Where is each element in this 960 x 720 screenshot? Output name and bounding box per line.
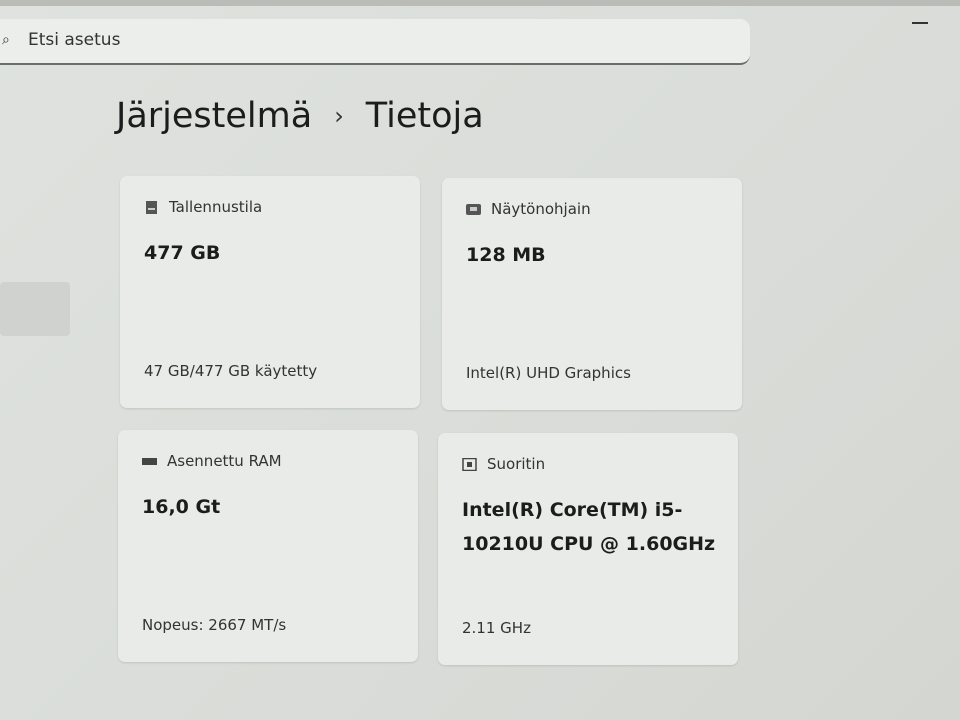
page-title: Tietoja (365, 96, 484, 136)
card-title: Suoritin (487, 455, 546, 473)
card-value: 477 GB (144, 242, 221, 264)
search-icon: ⌕ (2, 32, 10, 48)
search-placeholder: Etsi asetus (28, 30, 121, 50)
breadcrumb-parent[interactable]: Järjestelmä (116, 96, 313, 136)
card-detail: Intel(R) UHD Graphics (466, 364, 631, 382)
ram-card: Asennettu RAM 16,0 Gt Nopeus: 2667 MT/s (118, 430, 418, 662)
processor-icon (462, 457, 477, 471)
ram-icon (142, 457, 157, 465)
search-box[interactable]: ⌕ Etsi asetus (0, 19, 750, 65)
card-value: Intel(R) Core(TM) i5-10210U CPU @ 1.60GH… (462, 499, 716, 555)
card-title: Asennettu RAM (167, 452, 282, 470)
sidebar-selected-item[interactable] (0, 282, 70, 336)
card-title: Näytönohjain (491, 200, 591, 218)
card-value: 16,0 Gt (142, 496, 221, 518)
display-adapter-card: Näytönohjain 128 MB Intel(R) UHD Graphic… (442, 178, 742, 410)
card-detail: 47 GB/477 GB käytetty (144, 362, 318, 380)
chevron-right-icon: › (334, 102, 344, 130)
processor-card: Suoritin Intel(R) Core(TM) i5-10210U CPU… (438, 433, 738, 665)
card-detail: Nopeus: 2667 MT/s (142, 616, 287, 634)
storage-card: Tallennustila 477 GB 47 GB/477 GB käytet… (120, 176, 420, 408)
card-title: Tallennustila (169, 198, 263, 216)
card-value: 128 MB (466, 244, 546, 266)
display-adapter-icon (466, 203, 481, 215)
storage-icon (146, 200, 157, 214)
card-detail: 2.11 GHz (462, 619, 531, 637)
window-top-edge (0, 0, 960, 6)
minimize-button[interactable] (912, 22, 928, 24)
breadcrumb: Järjestelmä › Tietoja (116, 96, 484, 136)
